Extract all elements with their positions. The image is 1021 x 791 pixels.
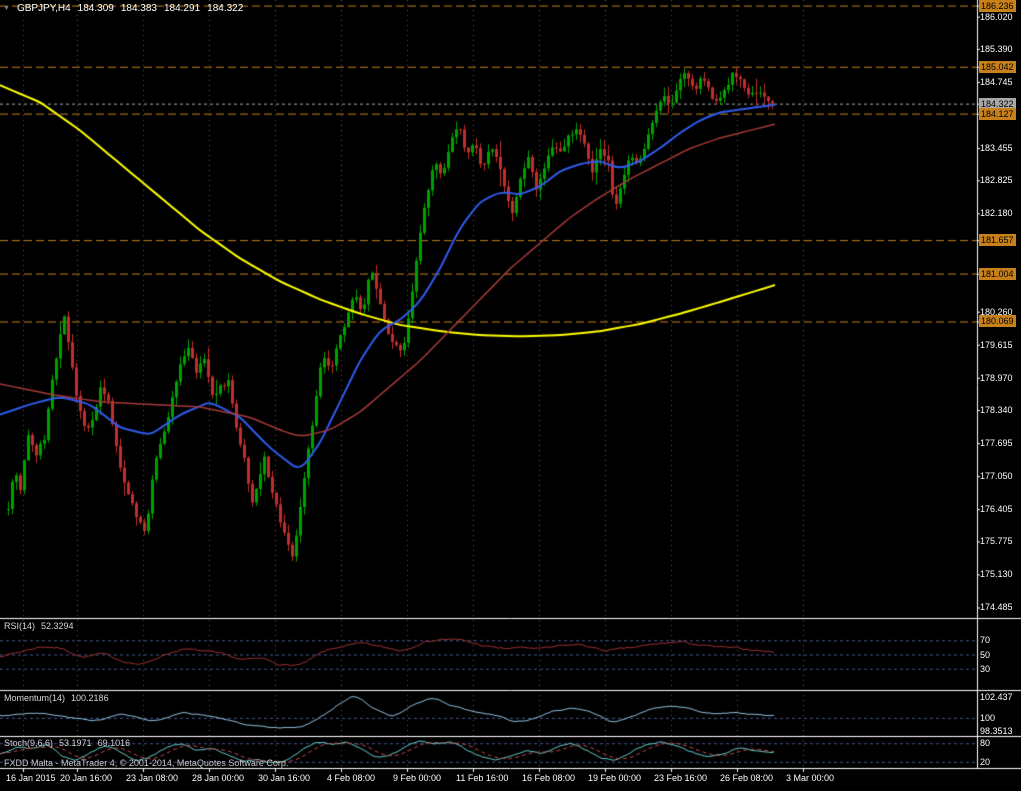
symbol-period-label: GBPJPY,H4 [16, 3, 71, 14]
level-price-label: 181.657 [979, 234, 1016, 247]
rsi-value: 52.3294 [41, 621, 74, 631]
rsi-axis-label: 50 [980, 649, 991, 660]
time-axis-label: 30 Jan 16:00 [258, 773, 311, 783]
rsi-label: RSI(14) 52.3294 [4, 621, 74, 632]
stochastic-axis-label: 80 [980, 738, 991, 749]
ohlc-high: 184.383 [120, 3, 157, 14]
copyright-text: FXDD Malta - MetaTrader 4, © 2001-2014, … [4, 758, 289, 768]
stochastic-signal-value: 69.1016 [97, 738, 131, 748]
current-price-label: 184.322 [979, 97, 1016, 110]
time-axis-label: 3 Mar 00:00 [786, 773, 835, 783]
price-tick-label: 175.130 [980, 569, 1013, 580]
price-tick-label: 178.970 [980, 372, 1013, 383]
level-price-label: 185.042 [979, 60, 1016, 73]
momentum-axis-label: 100 [980, 712, 996, 723]
time-axis-label: 23 Feb 16:00 [654, 773, 708, 783]
ohlc-open: 184.309 [77, 3, 114, 14]
time-axis-label: 9 Feb 00:00 [393, 773, 442, 783]
price-tick-label: 176.405 [980, 504, 1013, 515]
price-tick-label: 186.020 [980, 11, 1013, 22]
price-tick-label: 180.260 [980, 306, 1013, 317]
time-axis-label: 11 Feb 16:00 [456, 773, 509, 783]
price-tick-label: 174.485 [980, 602, 1013, 613]
time-axis-label: 20 Jan 16:00 [60, 773, 113, 783]
chart-marker-icon: ▼ [3, 5, 10, 12]
ohlc-low: 184.291 [163, 3, 201, 14]
rsi-axis-label: 70 [980, 635, 991, 646]
price-tick-label: 179.615 [980, 339, 1013, 350]
price-tick-label: 182.825 [980, 175, 1013, 186]
price-tick-label: 185.390 [980, 43, 1013, 54]
ohlc-close: 184.322 [207, 3, 244, 14]
time-axis-label: 23 Jan 08:00 [126, 773, 179, 783]
price-tick-label: 177.050 [980, 471, 1013, 482]
price-tick-label: 182.180 [980, 208, 1013, 219]
level-price-label: 180.069 [979, 315, 1016, 328]
price-tick-label: 178.340 [980, 405, 1013, 416]
price-tick-label: 175.775 [980, 536, 1013, 547]
momentum-value: 100.2186 [71, 693, 109, 703]
stochastic-main-value: 53.1971 [59, 738, 92, 748]
momentum-name: Momentum(14) [4, 693, 66, 703]
momentum-axis-label: 98.3513 [980, 726, 1013, 736]
time-axis-label: 19 Feb 00:00 [588, 773, 642, 783]
level-price-label: 186.236 [979, 0, 1016, 12]
time-axis-label: 4 Feb 08:00 [327, 773, 376, 783]
time-axis-label: 28 Jan 00:00 [192, 773, 245, 783]
rsi-axis-label: 30 [980, 663, 991, 674]
level-price-label: 181.004 [979, 267, 1016, 280]
ohlc-readout: ▼ GBPJPY,H4 184.309 184.383 184.291 184.… [3, 3, 243, 15]
price-tick-label: 184.745 [980, 76, 1013, 87]
momentum-label: Momentum(14) 100.2186 [4, 693, 109, 704]
price-tick-label: 177.695 [980, 438, 1013, 449]
stochastic-label: Stoch(9,6,6) 53.1971 69.1016 [4, 738, 130, 749]
time-axis-label: 16 Feb 08:00 [522, 773, 576, 783]
rsi-name: RSI(14) [4, 621, 36, 631]
level-price-label: 184.127 [979, 107, 1016, 120]
time-axis-label: 26 Feb 08:00 [720, 773, 774, 783]
time-axis-label: 16 Jan 2015 [6, 773, 56, 783]
stochastic-axis-label: 20 [980, 756, 991, 767]
momentum-axis-label: 102.437 [980, 692, 1013, 702]
price-tick-label: 183.455 [980, 143, 1013, 154]
stochastic-name: Stoch(9,6,6) [4, 738, 54, 748]
